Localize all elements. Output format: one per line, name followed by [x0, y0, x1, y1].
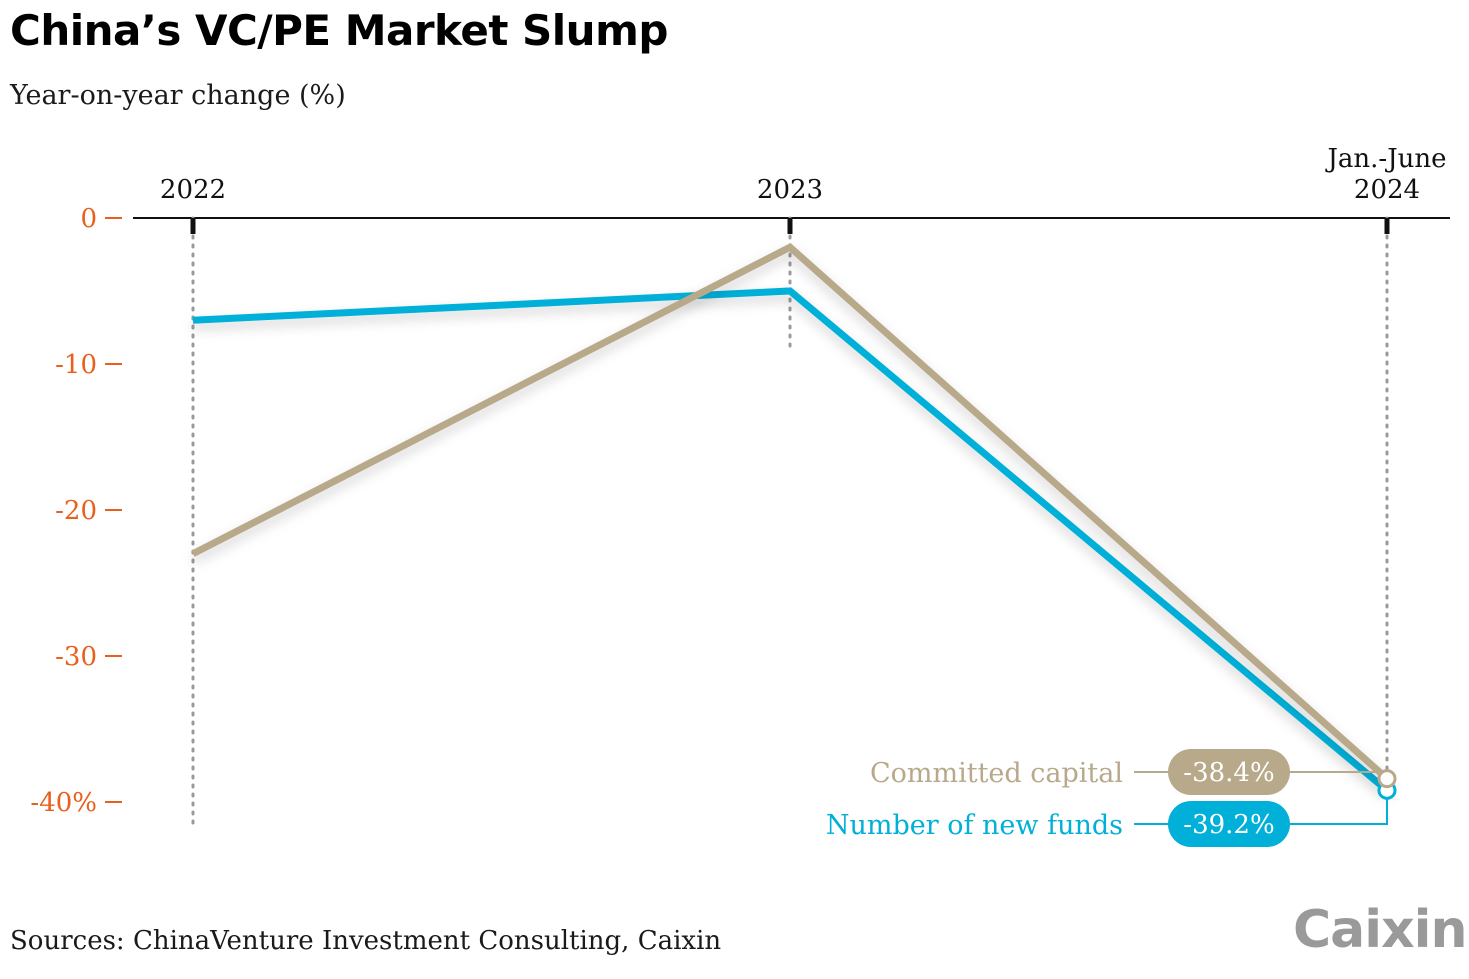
x-tick-label: Jan.-June — [1324, 144, 1446, 174]
chart-title: China’s VC/PE Market Slump — [10, 6, 668, 55]
y-tick-label: -40% — [30, 788, 97, 818]
legend-series-name: Committed capital — [870, 758, 1123, 789]
value-pill-label: -39.2% — [1183, 810, 1274, 840]
legend-connector — [1290, 798, 1388, 825]
caixin-logo: Caixin — [1293, 900, 1467, 960]
x-tick-label: 2022 — [160, 175, 226, 205]
value-pill — [1168, 749, 1290, 795]
chart-subtitle: Year-on-year change (%) — [10, 80, 346, 111]
value-pill — [1168, 801, 1290, 847]
value-pill-label: -38.4% — [1183, 758, 1274, 788]
source-note: Sources: ChinaVenture Investment Consult… — [10, 926, 722, 956]
legend-series-name: Number of new funds — [826, 810, 1123, 841]
series-line — [191, 242, 1390, 782]
y-tick-label: -20 — [55, 496, 97, 526]
y-tick-label: 0 — [80, 204, 97, 234]
x-tick-label: 2023 — [757, 175, 823, 205]
y-tick-label: -10 — [55, 350, 97, 380]
series-line — [192, 287, 1390, 794]
y-tick-label: -30 — [55, 642, 97, 672]
x-tick-label: 2024 — [1354, 175, 1420, 205]
end-point-marker — [1377, 769, 1397, 789]
